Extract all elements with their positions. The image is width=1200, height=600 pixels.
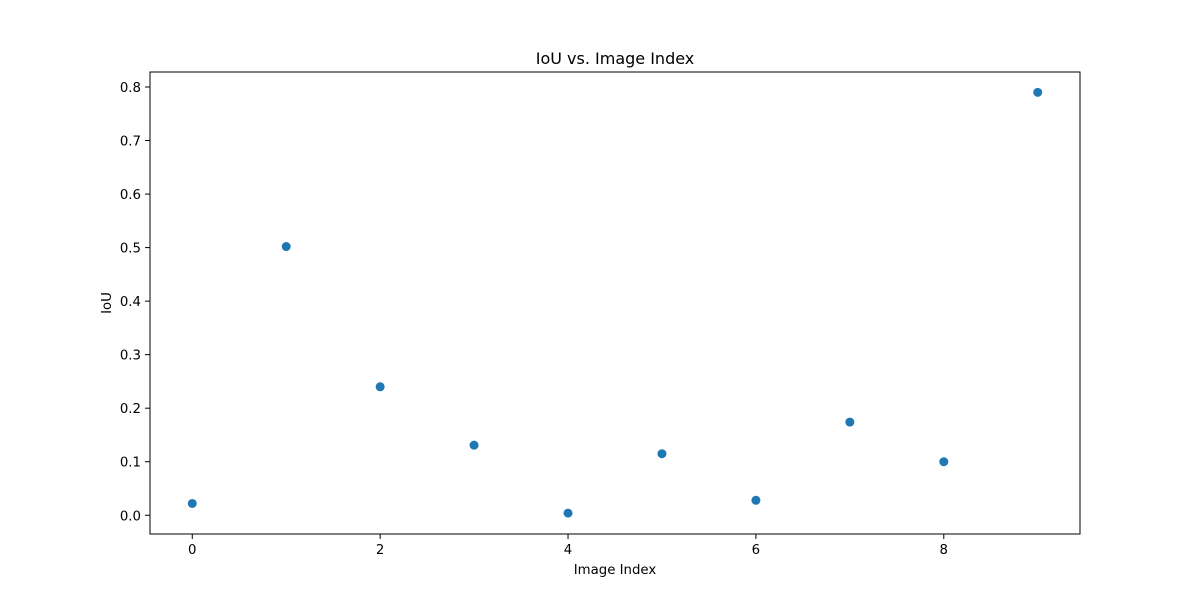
y-tick-label: 0.7: [120, 135, 141, 150]
data-point: [845, 417, 855, 427]
x-axis-ticks: 0 2 4 6 8: [188, 534, 948, 558]
y-tick-label: 0.4: [120, 295, 141, 310]
x-tick-label: 8: [940, 543, 948, 558]
y-axis-label: IoU: [100, 292, 115, 314]
axes-frame: [149, 71, 1081, 535]
x-axis-label: Image Index: [574, 563, 657, 578]
y-tick-label: 0.6: [120, 188, 141, 203]
plot-area: 0 2 4 6 8 0.0 0.1 0.2 0.3 0.4 0.5 0.6 0.7 0.8: [120, 71, 1081, 558]
chart-title: IoU vs. Image Index: [536, 49, 695, 68]
data-point: [375, 382, 385, 392]
scatter-series: [187, 87, 1043, 518]
data-point: [563, 508, 573, 518]
data-point: [469, 440, 479, 450]
data-point: [657, 449, 667, 459]
data-point: [939, 457, 949, 467]
data-point: [751, 495, 761, 505]
data-point: [187, 498, 197, 508]
y-tick-label: 0.3: [120, 349, 141, 364]
y-tick-label: 0.8: [120, 81, 141, 96]
y-tick-label: 0.0: [120, 509, 141, 524]
data-point: [1033, 87, 1043, 97]
x-tick-label: 2: [376, 543, 384, 558]
y-tick-label: 0.2: [120, 402, 141, 417]
data-point: [281, 242, 291, 252]
x-tick-label: 0: [188, 543, 196, 558]
x-tick-label: 6: [752, 543, 760, 558]
x-tick-label: 4: [564, 543, 572, 558]
y-tick-label: 0.5: [120, 242, 141, 257]
y-axis-ticks: 0.0 0.1 0.2 0.3 0.4 0.5 0.6 0.7 0.8: [120, 81, 150, 524]
y-tick-label: 0.1: [120, 456, 141, 471]
